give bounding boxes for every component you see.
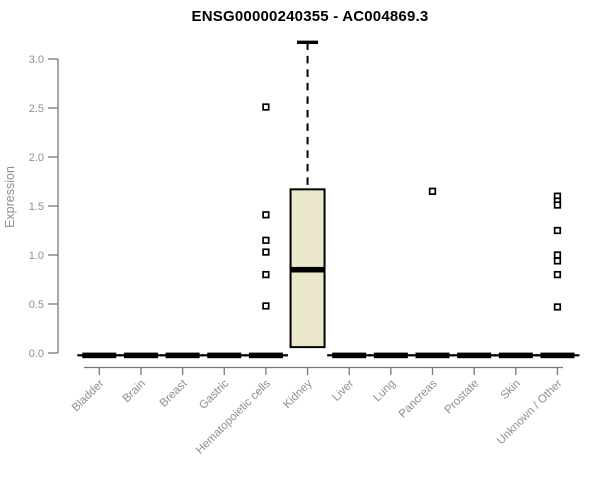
x-tick-label: Pancreas (397, 377, 440, 420)
y-tick-label: 0.5 (29, 299, 44, 311)
outlier-point (262, 302, 270, 310)
flat-box (123, 352, 158, 359)
y-tick-label: 1.0 (29, 250, 44, 262)
plot-render-root: 0.0 0.5 1.0 1.5 2.0 2.5 3.0 Bladder Brain Breast G… (29, 40, 580, 457)
outlier-point (262, 211, 270, 219)
x-tick-label: Breast (158, 377, 191, 410)
outlier-point (553, 201, 562, 209)
outlier-point (553, 251, 562, 259)
x-tick-label: Hematopoietic cells (194, 377, 273, 456)
flat-box (415, 352, 450, 359)
outlier-point (553, 270, 562, 279)
flat-box (332, 352, 367, 359)
flat-box (82, 352, 117, 359)
x-tick-label: Liver (330, 378, 356, 404)
flat-box (457, 352, 492, 359)
flat-box (373, 352, 408, 359)
x-tick-label: Prostate (443, 378, 482, 417)
outlier-point (262, 270, 270, 279)
flat-box (165, 352, 200, 359)
outlier-point (428, 187, 437, 195)
median-line (290, 266, 325, 273)
flat-box (248, 352, 283, 359)
x-tick-label: Lung (371, 378, 398, 405)
y-axis-title: Expression (3, 166, 17, 228)
y-tick-label: 0.0 (29, 348, 44, 360)
y-tick-label: 1.5 (29, 201, 44, 213)
outlier-point (553, 226, 562, 235)
outlier-point (262, 248, 270, 256)
chart-title: ENSG00000240355 - AC004869.3 (191, 8, 429, 25)
x-tick-label: Skin (499, 378, 523, 402)
y-tick-label: 2.0 (29, 152, 44, 164)
x-tick-label: Gastric (197, 377, 231, 411)
flat-box (498, 352, 533, 359)
flat-box (540, 352, 575, 359)
x-tick-label: Brain (121, 378, 148, 405)
y-tick-label: 2.5 (29, 103, 44, 115)
y-tick-label: 3.0 (29, 54, 44, 66)
flat-box (207, 352, 242, 359)
x-tick-label: Kidney (281, 377, 315, 411)
outlier-point (262, 103, 270, 111)
outlier-point (262, 236, 270, 244)
x-tick-label: Bladder (70, 378, 107, 415)
outlier-point (553, 303, 562, 311)
outlier-point (553, 257, 562, 265)
